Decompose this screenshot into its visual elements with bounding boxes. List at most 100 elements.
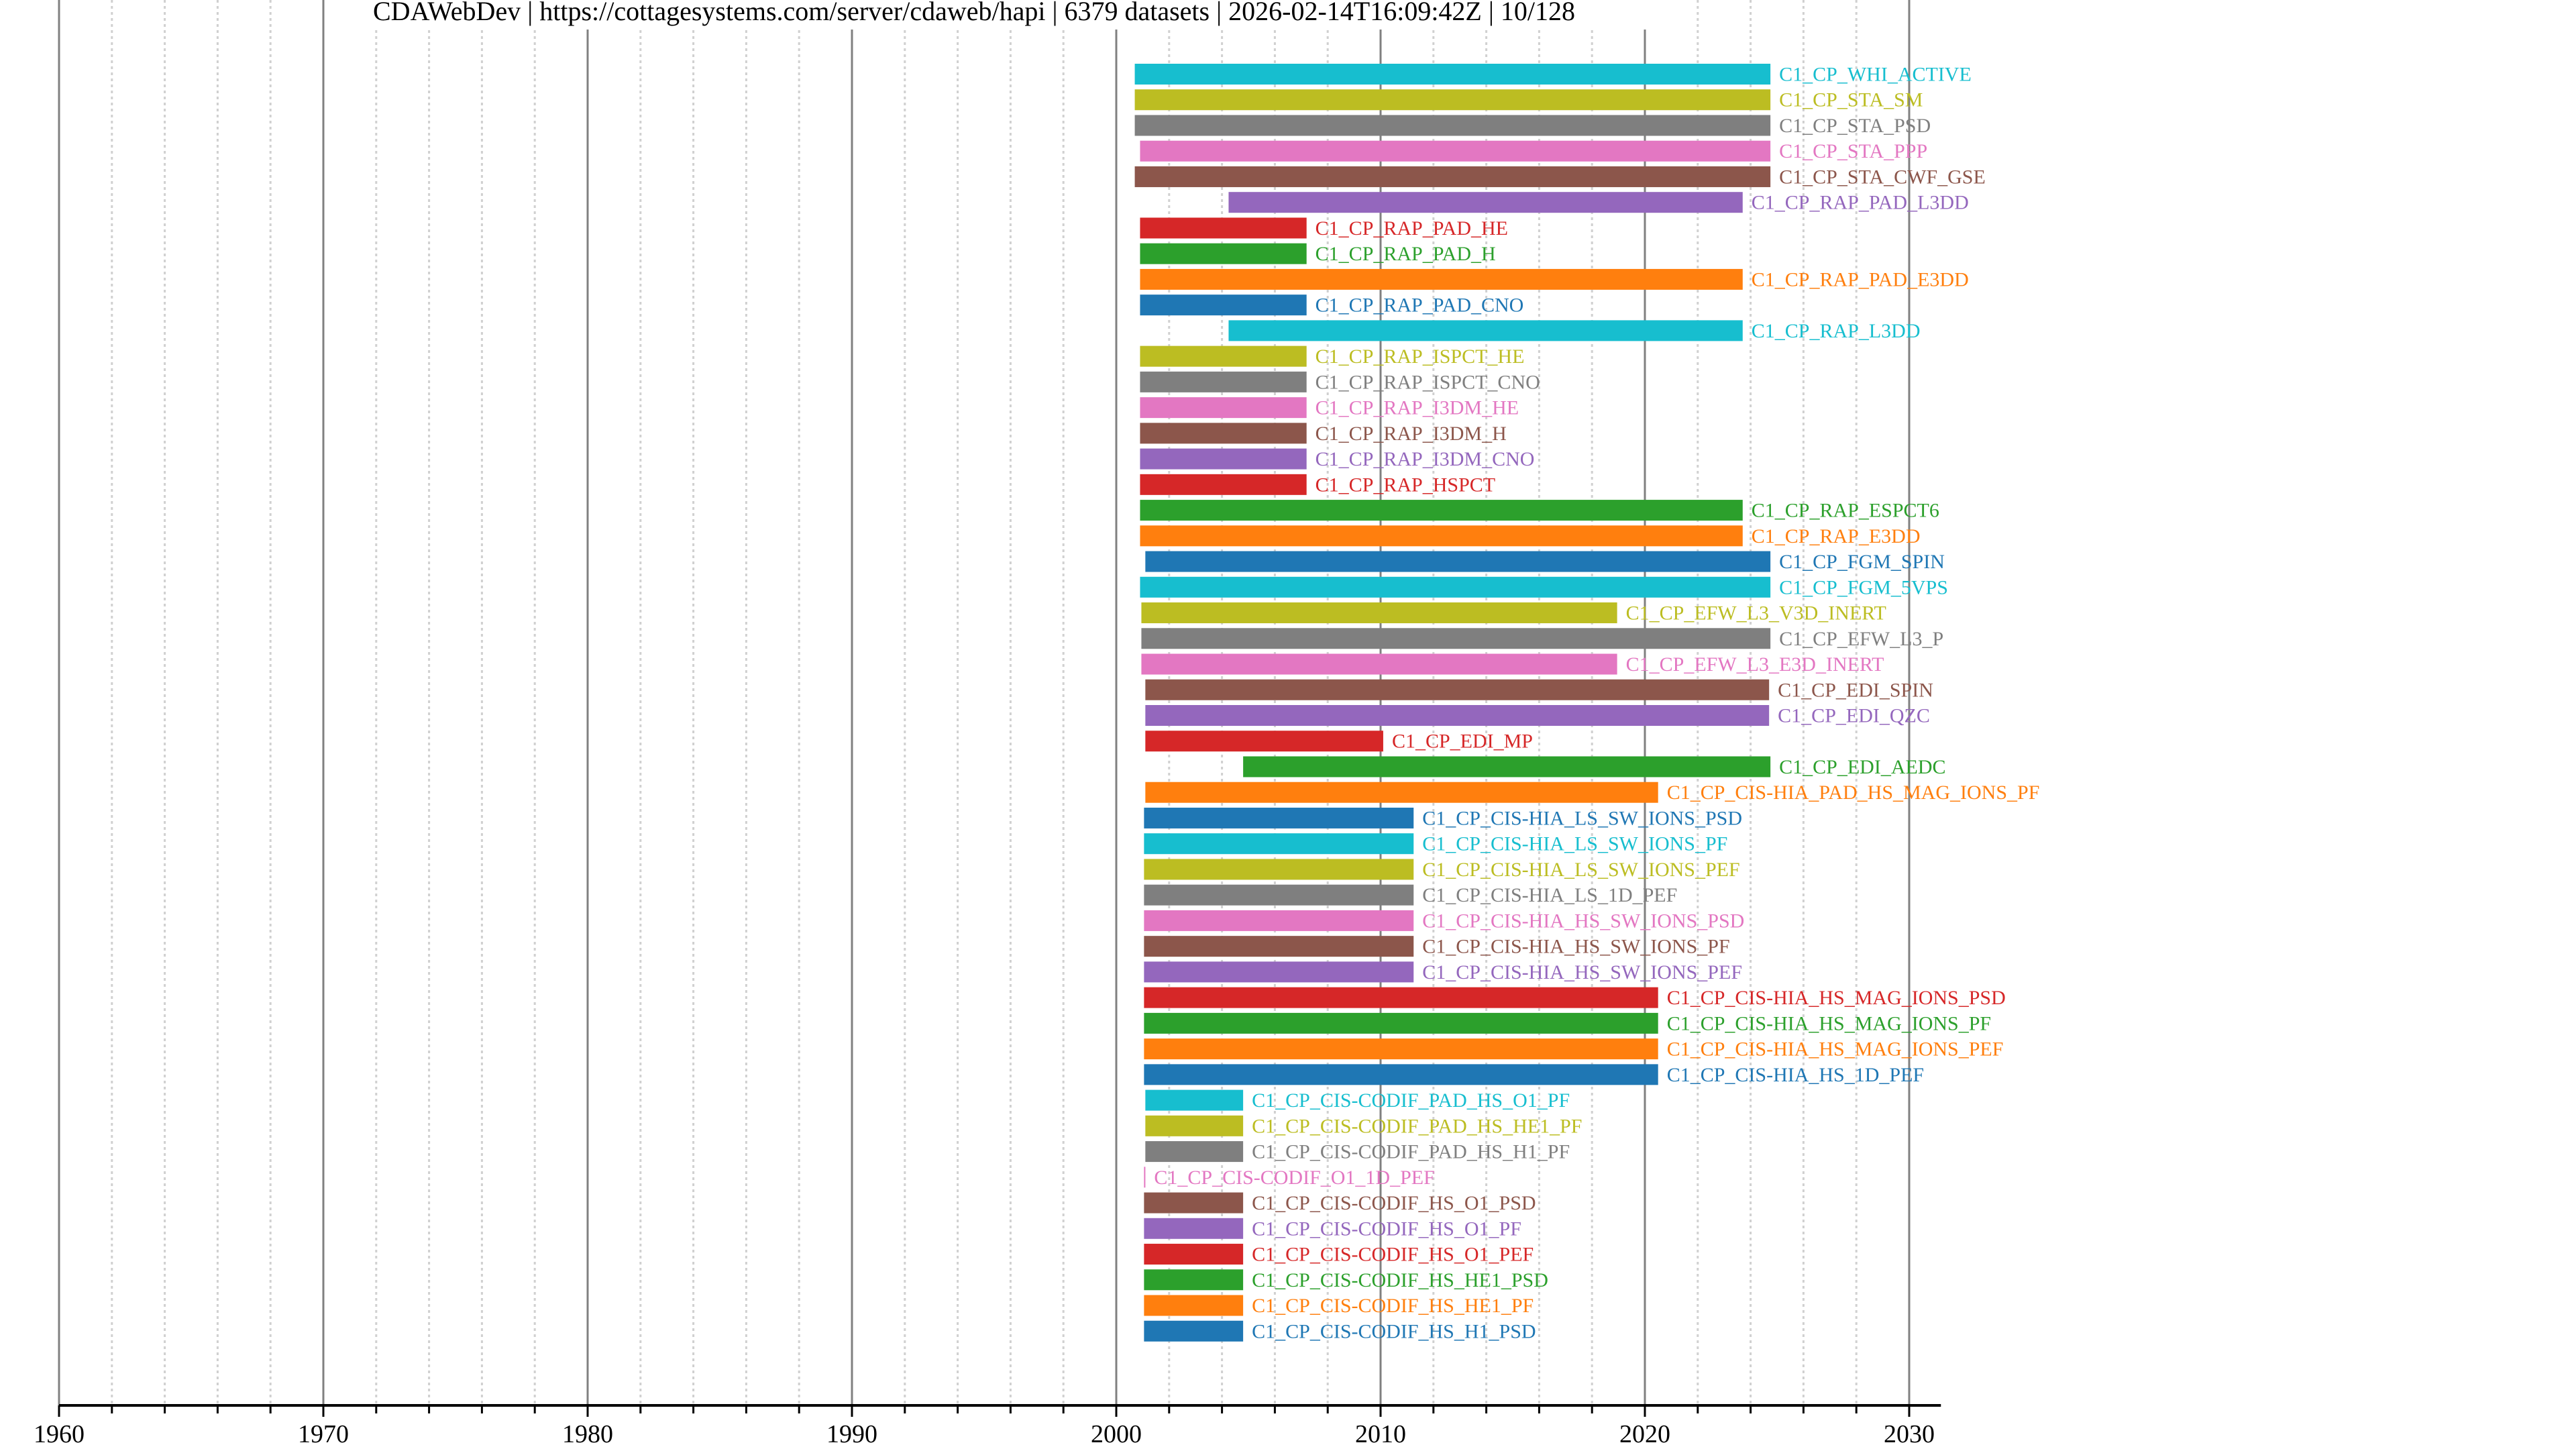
dataset-label[interactable]: C1_CP_CIS-HIA_HS_MAG_IONS_PF <box>1667 1012 1991 1034</box>
dataset-row[interactable]: C1_CP_CIS-HIA_HS_SW_IONS_PF <box>1144 936 1730 958</box>
dataset-row[interactable]: C1_CP_EFW_L3_V3D_INERT <box>1141 602 1886 625</box>
dataset-row[interactable]: C1_CP_STA_PPP <box>1140 140 1927 162</box>
dataset-row[interactable]: C1_CP_EDI_MP <box>1145 731 1533 753</box>
dataset-row[interactable]: C1_CP_CIS-CODIF_HS_HE1_PF <box>1144 1295 1534 1317</box>
dataset-row[interactable]: C1_CP_RAP_I3DM_CNO <box>1140 448 1534 470</box>
dataset-label[interactable]: C1_CP_RAP_PAD_L3DD <box>1752 192 1969 214</box>
dataset-label[interactable]: C1_CP_CIS-CODIF_HS_O1_PEF <box>1252 1244 1534 1266</box>
dataset-bar[interactable] <box>1144 1167 1146 1188</box>
dataset-row[interactable]: C1_CP_EDI_AEDC <box>1243 756 1946 778</box>
dataset-row[interactable]: C1_CP_CIS-HIA_HS_SW_IONS_PSD <box>1144 910 1744 932</box>
dataset-bar[interactable] <box>1145 731 1383 752</box>
dataset-row[interactable]: C1_CP_RAP_PAD_E3DD <box>1140 268 1969 290</box>
dataset-row[interactable]: C1_CP_CIS-HIA_LS_SW_IONS_PEF <box>1144 859 1740 881</box>
dataset-bar[interactable] <box>1243 756 1771 777</box>
dataset-bar[interactable] <box>1145 1089 1244 1111</box>
dataset-label[interactable]: C1_CP_CIS-CODIF_HS_O1_PF <box>1252 1218 1521 1240</box>
dataset-row[interactable]: C1_CP_CIS-HIA_LS_1D_PEF <box>1144 884 1677 906</box>
dataset-row[interactable]: C1_CP_CIS-CODIF_HS_H1_PSD <box>1144 1320 1536 1342</box>
dataset-label[interactable]: C1_CP_EFW_L3_V3D_INERT <box>1626 602 1886 625</box>
dataset-label[interactable]: C1_CP_CIS-CODIF_HS_HE1_PF <box>1252 1295 1534 1317</box>
dataset-bar[interactable] <box>1144 807 1414 828</box>
dataset-label[interactable]: C1_CP_STA_SM <box>1779 89 1923 111</box>
dataset-label[interactable]: C1_CP_RAP_PAD_E3DD <box>1752 268 1969 290</box>
dataset-label[interactable]: C1_CP_CIS-CODIF_HS_H1_PSD <box>1252 1320 1536 1342</box>
dataset-label[interactable]: C1_CP_CIS-HIA_LS_SW_IONS_PEF <box>1422 859 1739 881</box>
dataset-bar[interactable] <box>1144 1244 1244 1265</box>
dataset-bar[interactable] <box>1140 294 1307 316</box>
dataset-bar[interactable] <box>1145 705 1770 726</box>
dataset-row[interactable]: C1_CP_FGM_5VPS <box>1140 576 1948 598</box>
dataset-bar[interactable] <box>1144 1269 1244 1291</box>
dataset-row[interactable]: C1_CP_CIS-HIA_HS_MAG_IONS_PSD <box>1144 987 2006 1009</box>
dataset-label[interactable]: C1_CP_RAP_I3DM_H <box>1316 423 1507 445</box>
dataset-label[interactable]: C1_CP_FGM_SPIN <box>1779 551 1945 573</box>
dataset-bar[interactable] <box>1140 371 1307 392</box>
dataset-label[interactable]: C1_CP_RAP_I3DM_HE <box>1316 397 1519 419</box>
dataset-bar[interactable] <box>1145 551 1771 572</box>
dataset-bar[interactable] <box>1140 576 1771 598</box>
dataset-bar[interactable] <box>1144 987 1658 1008</box>
dataset-bar[interactable] <box>1144 936 1414 957</box>
dataset-label[interactable]: C1_CP_STA_PSD <box>1779 115 1931 137</box>
dataset-bar[interactable] <box>1145 1115 1244 1136</box>
dataset-row[interactable]: C1_CP_RAP_E3DD <box>1140 525 1920 547</box>
dataset-bar[interactable] <box>1144 961 1414 983</box>
dataset-label[interactable]: C1_CP_EFW_L3_P <box>1779 628 1943 650</box>
dataset-label[interactable]: C1_CP_STA_CWF_GSE <box>1779 166 1986 188</box>
dataset-bar[interactable] <box>1141 653 1617 675</box>
dataset-label[interactable]: C1_CP_RAP_E3DD <box>1752 525 1921 547</box>
dataset-row[interactable]: C1_CP_CIS-CODIF_PAD_HS_O1_PF <box>1145 1089 1570 1112</box>
dataset-label[interactable]: C1_CP_CIS-HIA_HS_SW_IONS_PEF <box>1422 961 1742 983</box>
dataset-label[interactable]: C1_CP_CIS-CODIF_PAD_HS_O1_PF <box>1252 1089 1570 1112</box>
dataset-row[interactable]: C1_CP_RAP_ISPCT_CNO <box>1140 371 1540 393</box>
dataset-label[interactable]: C1_CP_CIS-CODIF_HS_HE1_PSD <box>1252 1269 1548 1291</box>
dataset-bar[interactable] <box>1144 884 1414 906</box>
dataset-label[interactable]: C1_CP_CIS-HIA_HS_SW_IONS_PF <box>1422 936 1729 958</box>
dataset-bar[interactable] <box>1141 628 1771 649</box>
dataset-label[interactable]: C1_CP_CIS-HIA_HS_SW_IONS_PSD <box>1422 910 1744 932</box>
dataset-bar[interactable] <box>1144 833 1414 855</box>
dataset-bar[interactable] <box>1134 64 1771 85</box>
dataset-row[interactable]: C1_CP_RAP_I3DM_HE <box>1140 397 1519 419</box>
dataset-label[interactable]: C1_CP_CIS-CODIF_PAD_HS_H1_PF <box>1252 1141 1570 1163</box>
dataset-bar[interactable] <box>1228 320 1743 341</box>
dataset-row[interactable]: C1_CP_RAP_L3DD <box>1228 320 1920 342</box>
dataset-bar[interactable] <box>1140 243 1307 264</box>
dataset-label[interactable]: C1_CP_WHI_ACTIVE <box>1779 64 1972 86</box>
dataset-bar[interactable] <box>1134 115 1771 136</box>
dataset-label[interactable]: C1_CP_RAP_ESPCT6 <box>1752 500 1939 522</box>
dataset-label[interactable]: C1_CP_RAP_PAD_H <box>1316 243 1496 265</box>
dataset-label[interactable]: C1_CP_RAP_HSPCT <box>1316 474 1495 496</box>
dataset-label[interactable]: C1_CP_CIS-CODIF_HS_O1_PSD <box>1252 1192 1536 1214</box>
dataset-row[interactable]: C1_CP_CIS-HIA_LS_SW_IONS_PF <box>1144 833 1727 855</box>
dataset-bar[interactable] <box>1134 166 1771 187</box>
dataset-row[interactable]: C1_CP_CIS-CODIF_HS_HE1_PSD <box>1144 1269 1548 1291</box>
dataset-bar[interactable] <box>1140 448 1307 470</box>
dataset-bar[interactable] <box>1144 910 1414 931</box>
dataset-label[interactable]: C1_CP_EDI_QZC <box>1778 705 1930 727</box>
dataset-bar[interactable] <box>1144 1192 1244 1214</box>
dataset-row[interactable]: C1_CP_WHI_ACTIVE <box>1134 64 1972 86</box>
dataset-row[interactable]: C1_CP_RAP_PAD_H <box>1140 243 1496 265</box>
dataset-label[interactable]: C1_CP_CIS-HIA_HS_1D_PEF <box>1667 1064 1924 1086</box>
dataset-bar[interactable] <box>1140 217 1307 239</box>
dataset-row[interactable]: C1_CP_CIS-HIA_LS_SW_IONS_PSD <box>1144 807 1742 829</box>
dataset-label[interactable]: C1_CP_RAP_ISPCT_HE <box>1316 345 1525 368</box>
dataset-label[interactable]: C1_CP_CIS-HIA_PAD_HS_MAG_IONS_PF <box>1667 782 2040 804</box>
dataset-bar[interactable] <box>1140 345 1307 367</box>
dataset-label[interactable]: C1_CP_RAP_ISPCT_CNO <box>1316 371 1540 393</box>
dataset-row[interactable]: C1_CP_CIS-HIA_HS_MAG_IONS_PF <box>1144 1012 1991 1034</box>
dataset-label[interactable]: C1_CP_STA_PPP <box>1779 140 1927 162</box>
dataset-bar[interactable] <box>1140 397 1307 419</box>
dataset-bar[interactable] <box>1228 192 1743 213</box>
dataset-row[interactable]: C1_CP_CIS-CODIF_HS_O1_PEF <box>1144 1244 1534 1266</box>
dataset-row[interactable]: C1_CP_STA_PSD <box>1134 115 1931 137</box>
dataset-bar[interactable] <box>1145 782 1658 803</box>
dataset-row[interactable]: C1_CP_EFW_L3_E3D_INERT <box>1141 653 1884 676</box>
dataset-bar[interactable] <box>1144 1038 1658 1060</box>
dataset-bar[interactable] <box>1140 474 1307 495</box>
dataset-label[interactable]: C1_CP_CIS-CODIF_O1_1D_PEF <box>1154 1167 1434 1189</box>
dataset-row[interactable]: C1_CP_RAP_PAD_L3DD <box>1228 192 1969 214</box>
dataset-row[interactable]: C1_CP_RAP_ESPCT6 <box>1140 500 1939 522</box>
